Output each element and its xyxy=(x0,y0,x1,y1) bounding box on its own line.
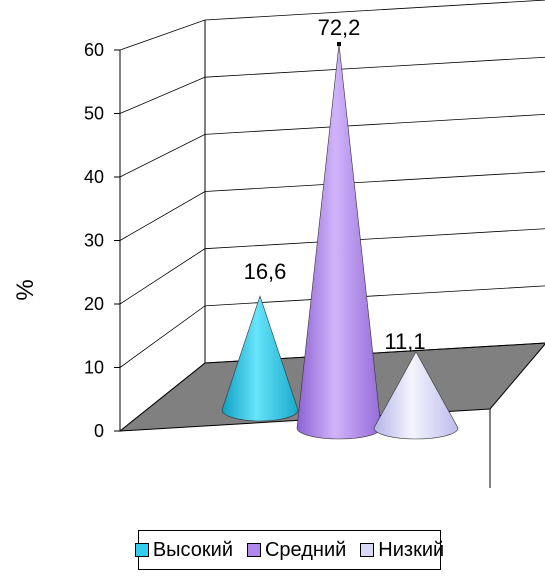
y-axis: 0 10 20 30 40 50 60 xyxy=(84,40,120,441)
legend-item-low: Низкий xyxy=(360,539,444,562)
y-tick-label: 30 xyxy=(84,231,104,251)
cone-2 xyxy=(373,351,459,440)
cone-series xyxy=(221,43,459,440)
cone-chart: 0 10 20 30 40 50 60 % 16,6 72,2 11,1 xyxy=(12,0,545,488)
y-tick-label: 20 xyxy=(84,294,104,314)
data-label-0: 16,6 xyxy=(244,259,287,284)
cone-1 xyxy=(296,43,382,440)
legend-item-high: Высокий xyxy=(134,538,233,562)
y-tick-label: 0 xyxy=(94,421,104,441)
legend-swatch-medium xyxy=(246,543,261,557)
y-tick-label: 50 xyxy=(84,104,104,124)
y-axis-label: % xyxy=(12,279,39,300)
legend-item-medium: Средний xyxy=(246,538,347,562)
legend-swatch-low xyxy=(360,543,375,557)
legend-swatch-high xyxy=(134,543,149,557)
cone-0 xyxy=(221,295,299,422)
data-labels: 16,6 72,2 11,1 xyxy=(244,15,426,354)
data-label-1: 72,2 xyxy=(318,15,361,40)
data-label-2: 11,1 xyxy=(384,329,425,354)
legend-label-low: Низкий xyxy=(378,538,445,561)
y-tick-label: 10 xyxy=(84,358,104,378)
marker xyxy=(337,42,341,46)
legend-label-medium: Средний xyxy=(264,538,347,561)
floor-front-edge xyxy=(120,431,490,486)
y-tick-label: 60 xyxy=(84,40,104,60)
y-tick-label: 40 xyxy=(84,167,104,187)
legend-label-high: Высокий xyxy=(152,538,233,561)
legend: Высокий Средний Низкий xyxy=(134,530,444,570)
